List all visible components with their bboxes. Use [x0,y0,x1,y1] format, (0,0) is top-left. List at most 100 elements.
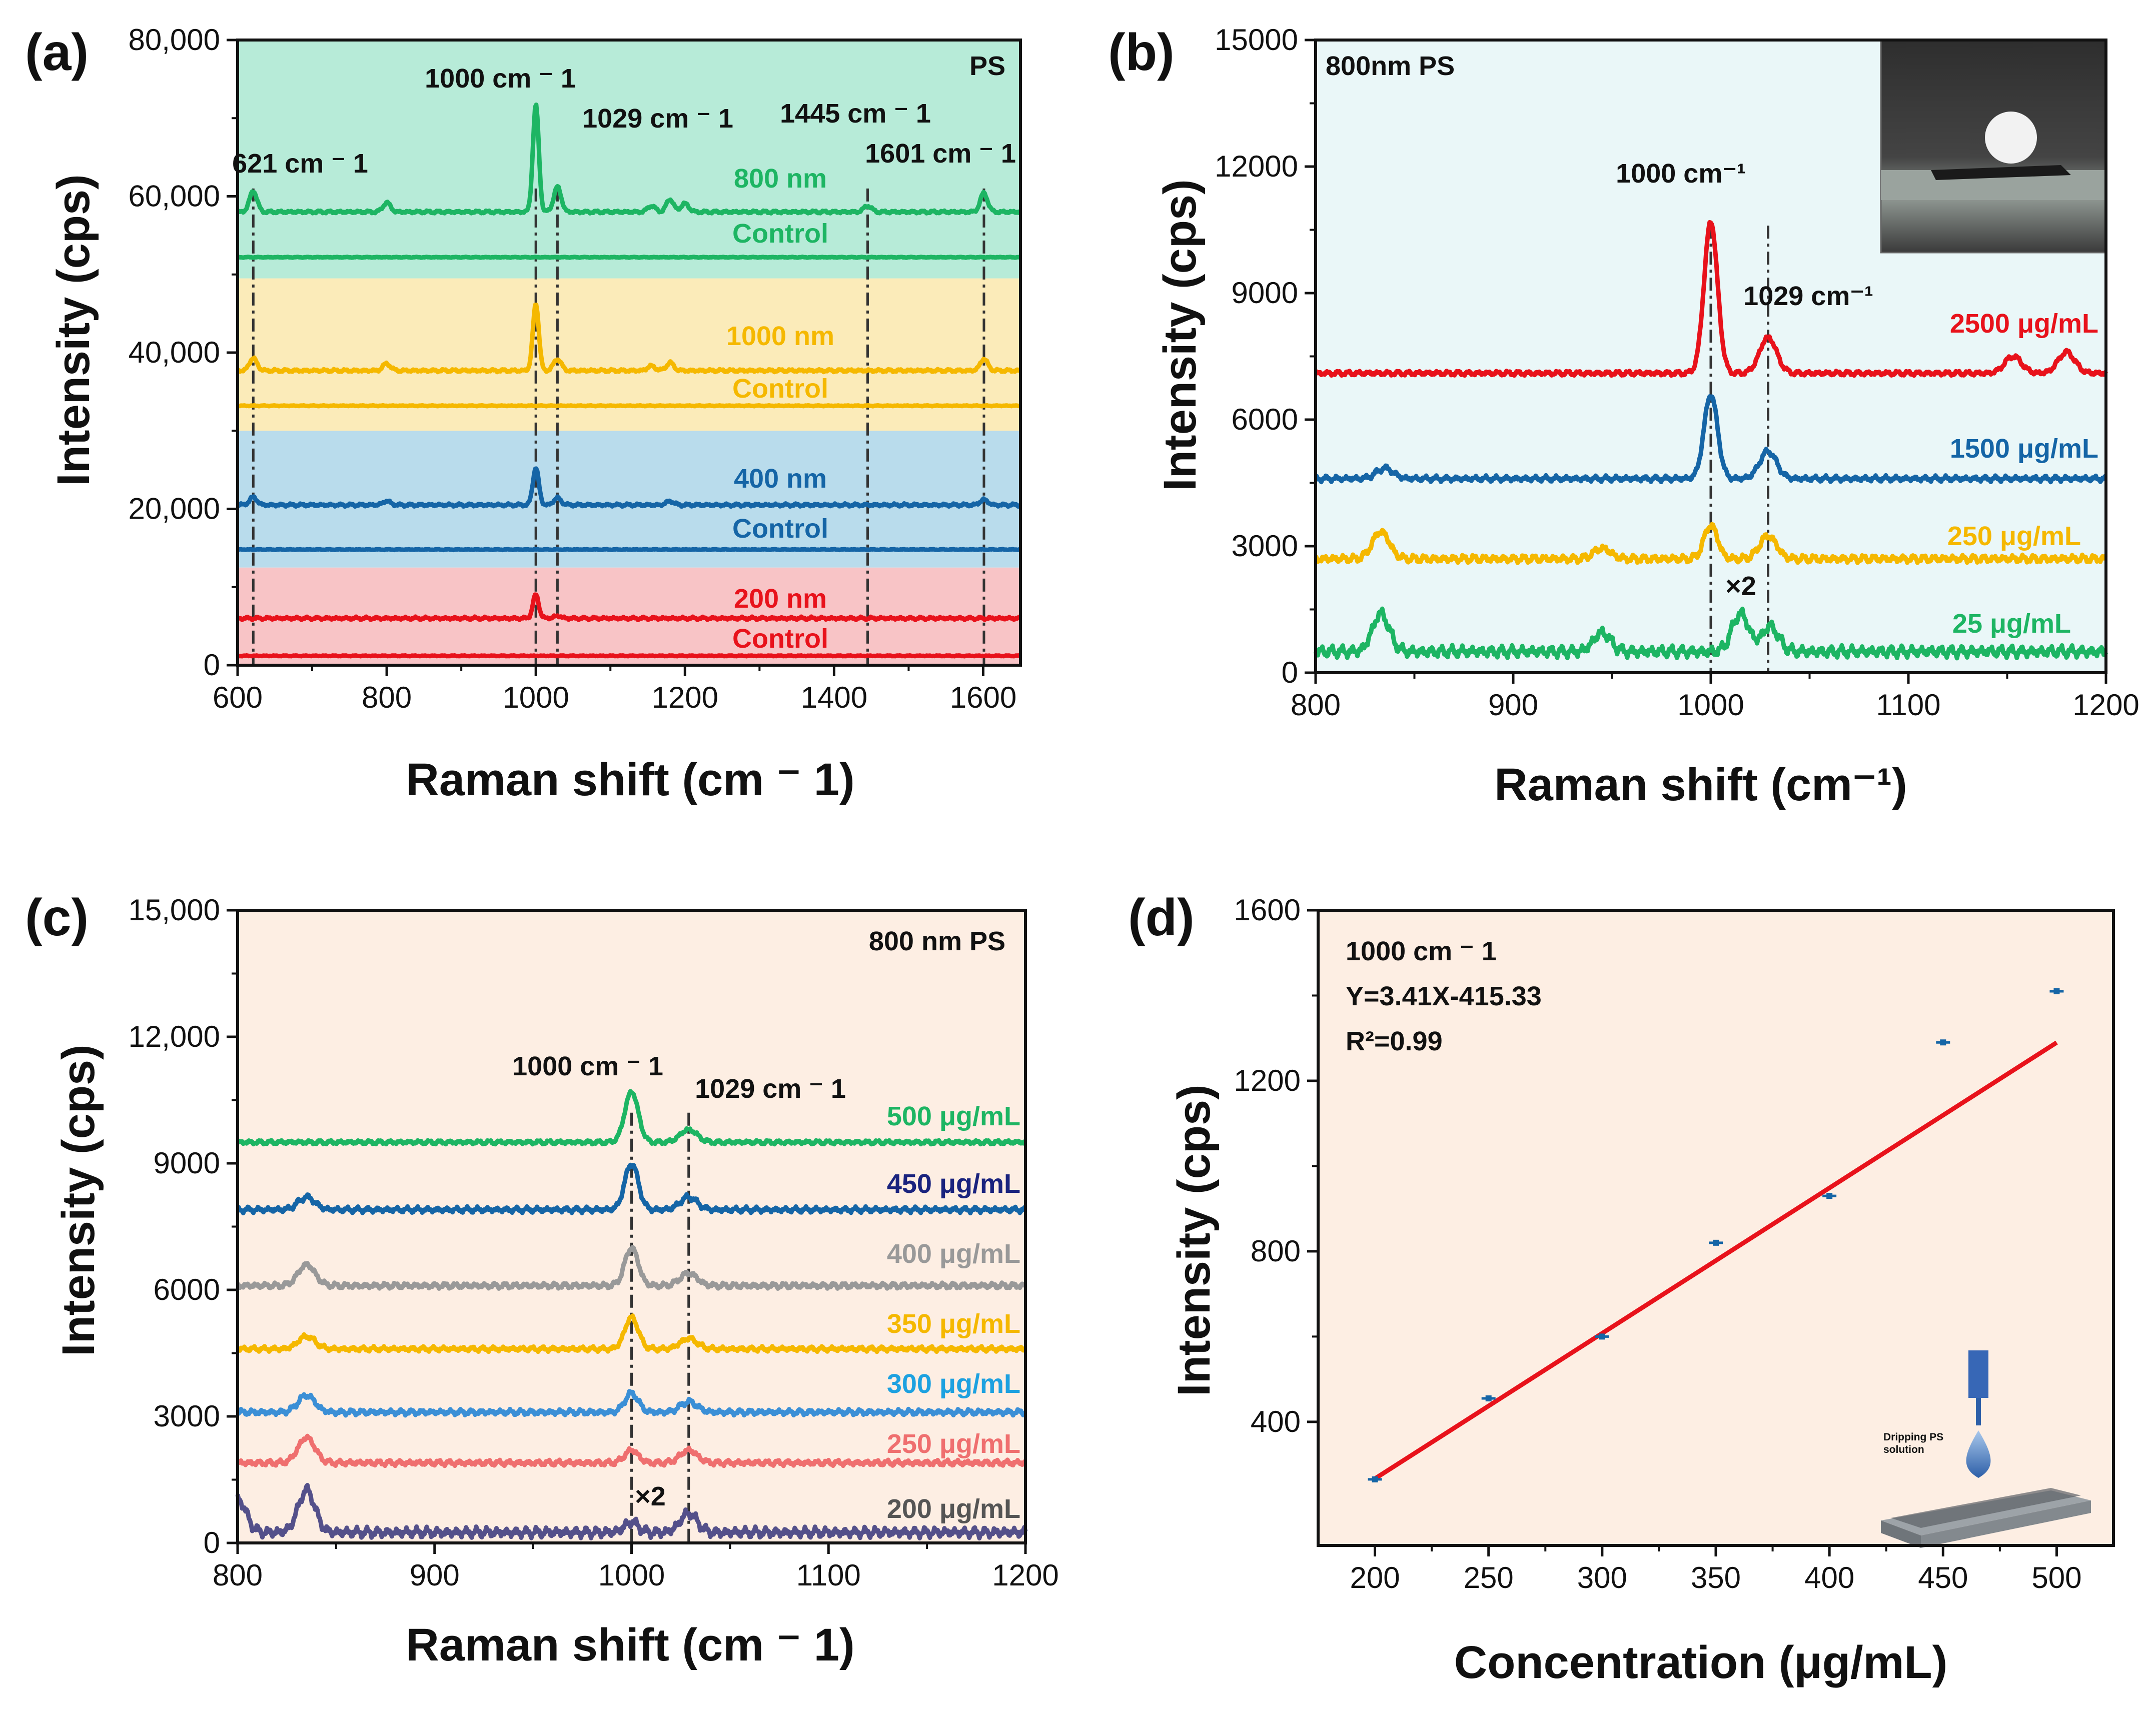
x-tick-label: 900 [410,1558,460,1592]
panel-b-spectra [1313,220,2108,661]
panel-a-background-bands [238,40,1020,665]
x-tick-label: 300 [1577,1561,1627,1594]
series-label: 2500 μg/mL [1950,309,2098,339]
panel-d-y-axis-label: Intensity (cps) [1169,1084,1220,1396]
panel-d-label: (d) [1128,889,1195,947]
panel-b-corner-label: 800nm PS [1326,51,1455,81]
panel-c-series-labels: 500 μg/mL 450 μg/mL 400 μg/mL 350 μg/mL … [887,1101,1020,1524]
panel-d-points [1368,988,2064,1482]
series-label: 800 nm [734,164,827,194]
spectrum-line [236,1433,1027,1468]
series-label: 400 μg/mL [887,1239,1020,1269]
fit-line [1374,1040,2058,1481]
background-band [238,431,1020,568]
scale-factor-label: ×2 [1725,571,1756,601]
panel-b-axis-ticks: 800 900 1000 1100 12000300060009000120001500… [1215,23,2139,722]
peak-label-1000: 1000 cm ⁻ 1 [512,1051,663,1081]
series-label: 450 μg/mL [887,1169,1020,1199]
peak-label-1000: 1000 cm⁻¹ [1616,159,1746,189]
peak-label-1029: 1029 cm⁻¹ [1743,281,1873,311]
series-label: 500 μg/mL [887,1101,1020,1131]
scale-factor-label: ×2 [635,1481,666,1511]
data-point [1372,1476,1378,1482]
y-tick-label: 0 [204,648,220,682]
y-tick-label: 400 [1251,1405,1301,1438]
y-tick-label: 1600 [1234,893,1301,927]
spectrum-line [1313,606,2108,661]
y-tick-label: 800 [1251,1234,1301,1268]
data-point [1485,1395,1492,1401]
panel-a-corner-label: PS [969,51,1005,81]
y-tick-label: 9000 [154,1146,220,1180]
panel-c-y-axis-label: Intensity (cps) [53,1044,104,1356]
spectrum-line [235,1482,1028,1540]
y-tick-label: 0 [204,1526,220,1559]
y-tick-label: 80,000 [128,23,220,57]
panel-a-spectra [236,103,1022,659]
panel-a-series-labels: 800 nm Control 1000 nm Control 400 nm Co… [726,164,834,654]
data-point [1713,1239,1719,1246]
panel-b-peak-lines [1709,226,1770,673]
y-tick-label: 0 [1282,656,1298,689]
y-tick-label: 12,000 [128,1020,220,1053]
panel-a-peak-lines [252,188,985,665]
spectrum-line [1314,394,2107,485]
spectrum-line [1314,522,2108,565]
panel-d-x-axis-label: Concentration (μg/mL) [1454,1637,1947,1688]
y-tick-label: 6000 [1232,403,1298,436]
spectrum-line [236,653,1022,659]
panel-a-y-axis-label: Intensity (cps) [48,174,99,486]
series-label: 250 μg/mL [1947,521,2081,551]
y-tick-label: 9000 [1232,276,1298,310]
series-label: Control [732,514,828,544]
inset-text: solution [1883,1444,1924,1455]
x-tick-label: 1100 [1876,688,1940,722]
x-tick-label: 1200 [652,681,718,714]
data-point [2053,988,2060,994]
background-band [238,40,1020,279]
x-tick-label: 250 [1464,1561,1514,1594]
peak-label-1000: 1000 cm ⁻ 1 [425,64,576,94]
spectrum-line [236,466,1022,509]
panel-b-series-labels: 2500 μg/mL 1500 μg/mL 250 μg/mL 25 μg/mL [1947,309,2098,639]
panel-d-axis-ticks: 200 250 300 350 400 450 500 400 800 1200 1600 [1234,893,2082,1594]
spectrum-line [236,1389,1027,1418]
fit-annotation: 1000 cm ⁻ 1 [1346,936,1497,966]
panel-c-peak-lines [630,1112,690,1543]
panel-d: Dripping PS solution 200 250 300 350 400 450 5… [1128,889,2115,1688]
peak-label-1445: 1445 cm ⁻ 1 [780,99,931,129]
panel-b-x-axis-label: Raman shift (cm⁻¹) [1494,759,1907,810]
data-point [1826,1193,1833,1199]
series-label: 250 μg/mL [887,1429,1020,1459]
spectrum-line [236,1313,1027,1354]
x-tick-label: 1600 [950,681,1016,714]
spectrum-line [236,303,1022,375]
spectrum-line [236,1162,1027,1215]
series-label: Control [732,374,828,404]
fit-r-squared: R²=0.99 [1346,1026,1443,1056]
spectrum-line [236,592,1022,623]
panel-d-substrate-inset: Dripping PS solution [1881,1350,2091,1548]
x-tick-label: 1100 [796,1558,861,1592]
x-tick-label: 400 [1804,1561,1854,1594]
panel-d-fit-line [1374,1040,2058,1481]
spectrum-line [236,1089,1027,1147]
spectrum-line [236,103,1022,216]
panel-c-corner-label: 800 nm PS [869,926,1005,956]
x-tick-label: 900 [1488,688,1538,722]
panel-a: 600 800 1000 1200 1400 1600 0 20,000 40,000 60,00… [25,23,1022,805]
peak-label-1601: 1601 cm ⁻ 1 [865,139,1016,169]
fit-equation: Y=3.41X-415.33 [1346,981,1542,1011]
x-tick-label: 800 [362,681,412,714]
y-tick-label: 15,000 [128,893,220,927]
series-label: 1500 μg/mL [1950,434,2098,464]
y-tick-label: 60,000 [128,180,220,213]
panel-c-x-axis-label: Raman shift (cm ⁻ 1) [406,1619,854,1670]
series-label: 200 μg/mL [887,1494,1020,1524]
spectrum-line [236,254,1022,260]
panel-c-axis-ticks: 800 900 1000 1100 1200 0 3000 6000 9000 12,000 15,… [128,893,1058,1592]
y-tick-label: 12000 [1215,150,1298,183]
panel-b-label: (b) [1108,24,1175,82]
data-point [1599,1333,1605,1340]
